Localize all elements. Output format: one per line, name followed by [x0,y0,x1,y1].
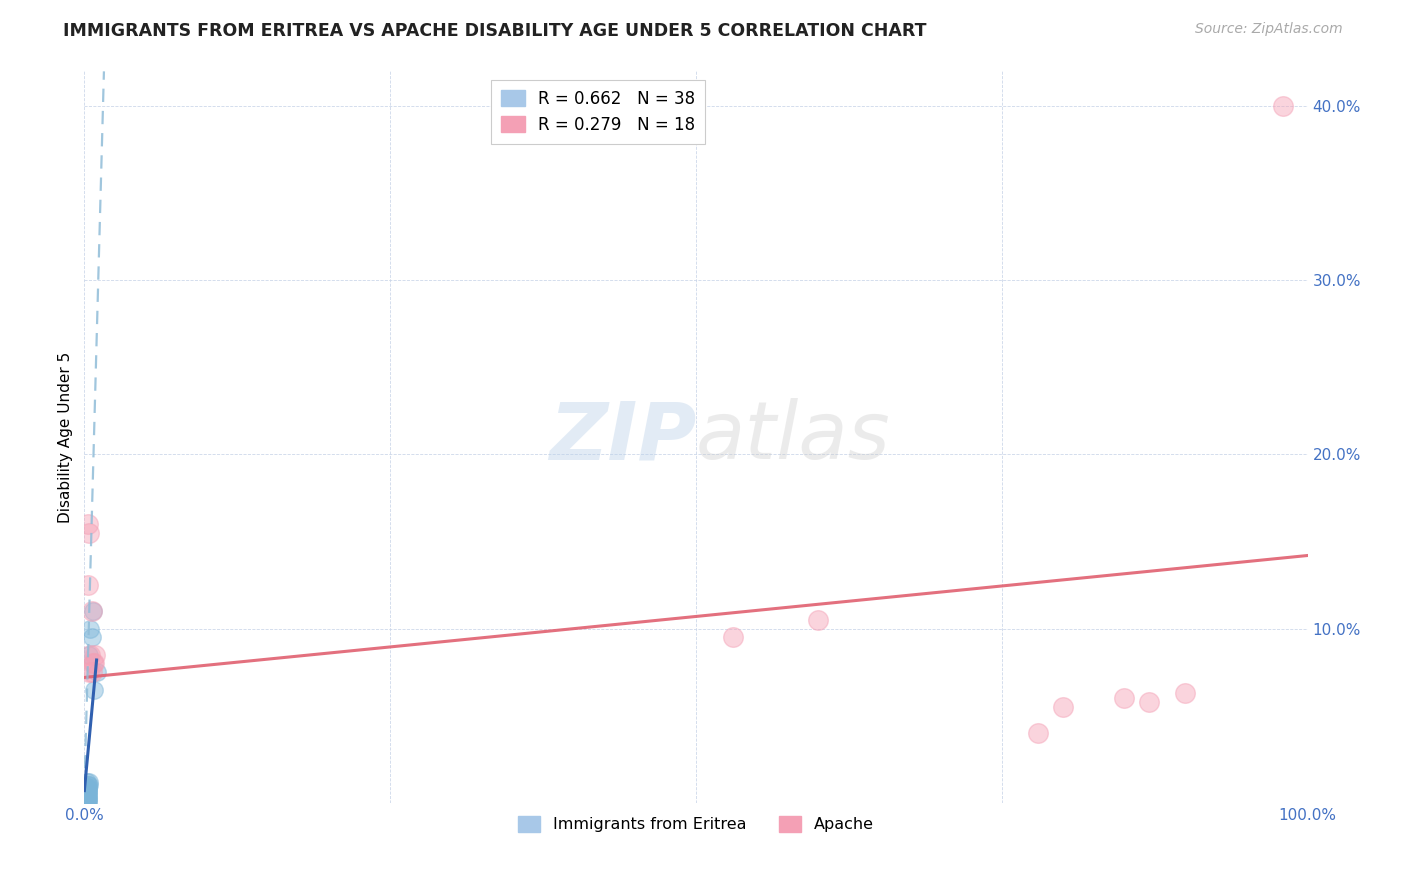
Text: atlas: atlas [696,398,891,476]
Point [76,796,98,810]
Point [76,781,98,796]
Point [80,631,103,645]
Point [75,796,97,810]
Point [86,665,108,680]
Point [77,525,100,540]
Point [75,796,97,810]
Point [77,790,100,805]
Point [77,781,100,796]
Point [77,517,100,532]
Point [1114,691,1136,706]
Point [77,648,100,662]
Point [77,796,100,810]
Point [77,794,100,808]
Point [83,682,105,697]
Point [807,613,830,627]
Point [76,787,98,801]
Point [77,775,100,789]
Point [76,783,98,797]
Point [1052,700,1074,714]
Point [75,790,97,805]
Point [77,578,100,592]
Point [77,783,100,797]
Point [75,789,97,803]
Point [83,657,105,671]
Point [77,787,100,801]
Point [79,622,101,636]
Point [82,657,104,671]
Point [76,792,98,806]
Point [75,785,97,799]
Point [1137,695,1160,709]
Point [1028,726,1050,740]
Point [76,775,98,789]
Point [84,648,107,662]
Point [77,785,100,799]
Point [76,794,98,808]
Text: ZIP: ZIP [548,398,696,476]
Text: IMMIGRANTS FROM ERITREA VS APACHE DISABILITY AGE UNDER 5 CORRELATION CHART: IMMIGRANTS FROM ERITREA VS APACHE DISABI… [63,22,927,40]
Point [77,778,100,792]
Point [77,778,100,792]
Point [76,787,98,801]
Point [77,789,100,803]
Point [75,792,97,806]
Y-axis label: Disability Age Under 5: Disability Age Under 5 [58,351,73,523]
Point [721,631,744,645]
Point [76,785,98,799]
Point [82,604,104,618]
Point [1272,99,1295,113]
Legend: Immigrants from Eritrea, Apache: Immigrants from Eritrea, Apache [512,810,880,838]
Point [76,780,98,794]
Text: Source: ZipAtlas.com: Source: ZipAtlas.com [1195,22,1343,37]
Point [77,780,100,794]
Point [80,604,103,618]
Point [77,792,100,806]
Point [77,665,100,680]
Point [75,794,97,808]
Point [76,790,98,805]
Point [76,789,98,803]
Point [80,665,103,680]
Point [1174,686,1197,700]
Point [79,648,101,662]
